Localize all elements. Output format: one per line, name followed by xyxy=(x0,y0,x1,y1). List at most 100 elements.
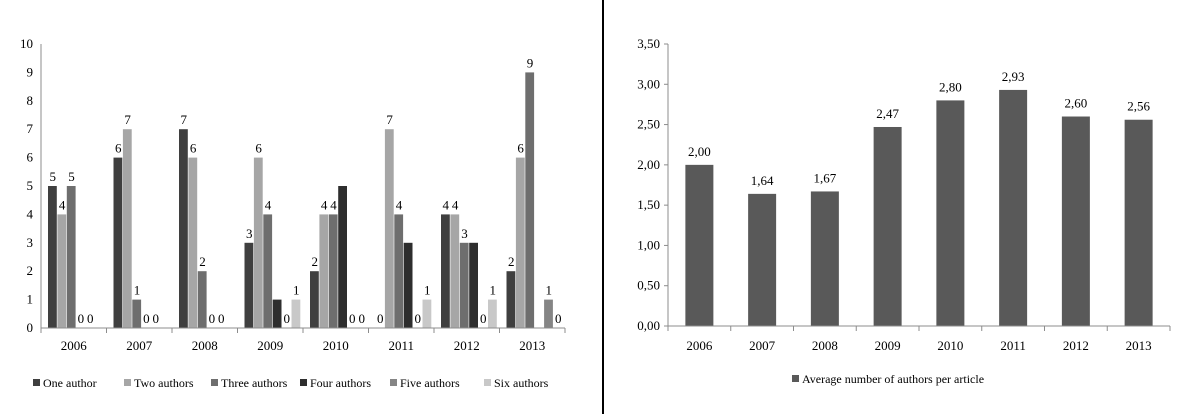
data-label: 2,56 xyxy=(1127,99,1150,114)
data-label: 7 xyxy=(180,112,187,127)
data-label: 0 xyxy=(87,311,94,326)
bar xyxy=(253,157,263,328)
x-tick-label: 2011 xyxy=(1000,338,1026,353)
y-tick-label: 2,50 xyxy=(637,117,660,132)
y-tick-label: 9 xyxy=(27,64,34,79)
bar xyxy=(515,157,525,328)
bar xyxy=(122,129,132,328)
legend-swatch xyxy=(33,379,40,386)
data-label: 2,93 xyxy=(1002,69,1025,84)
data-label: 0 xyxy=(209,311,216,326)
legend-label: Three authors xyxy=(221,376,288,390)
data-label: 4 xyxy=(265,197,272,212)
bar xyxy=(748,193,777,326)
legend-label: Average number of authors per article xyxy=(802,372,984,386)
data-label: 4 xyxy=(442,197,449,212)
data-label: 6 xyxy=(115,141,122,156)
legend-swatch xyxy=(211,379,218,386)
legend-swatch xyxy=(484,379,491,386)
data-label: 2,80 xyxy=(939,79,962,94)
data-label: 1 xyxy=(424,283,431,298)
bar xyxy=(999,89,1028,326)
x-tick-label: 2010 xyxy=(937,338,963,353)
bar xyxy=(459,242,469,328)
bar xyxy=(291,299,301,328)
legend-label: One author xyxy=(43,376,97,390)
x-tick-label: 2013 xyxy=(1126,338,1152,353)
y-tick-label: 0,00 xyxy=(637,318,660,333)
data-label: 0 xyxy=(153,311,160,326)
data-label: 2,60 xyxy=(1065,96,1088,111)
data-label: 7 xyxy=(124,112,131,127)
data-label: 5 xyxy=(68,169,75,184)
x-tick-label: 2010 xyxy=(323,338,349,353)
y-tick-label: 1,00 xyxy=(637,237,660,252)
x-tick-label: 2011 xyxy=(388,338,414,353)
x-tick-label: 2006 xyxy=(61,338,88,353)
bar xyxy=(685,164,714,326)
data-label: 0 xyxy=(143,311,150,326)
bar xyxy=(188,157,198,328)
data-label: 2 xyxy=(311,254,318,269)
data-label: 0 xyxy=(349,311,356,326)
y-tick-label: 2,00 xyxy=(637,157,660,172)
x-tick-label: 2009 xyxy=(875,338,901,353)
x-tick-label: 2007 xyxy=(749,338,776,353)
data-label: 2,00 xyxy=(688,144,711,159)
data-label: 1 xyxy=(293,283,300,298)
y-tick-label: 1 xyxy=(27,292,34,307)
bar xyxy=(450,214,460,328)
data-label: 5 xyxy=(49,169,56,184)
bar xyxy=(403,242,413,328)
x-tick-label: 2012 xyxy=(1063,338,1089,353)
bar xyxy=(179,129,188,328)
data-label: 4 xyxy=(452,197,459,212)
legend-label: Two authors xyxy=(134,376,194,390)
data-label: 4 xyxy=(59,197,66,212)
data-label: 0 xyxy=(218,311,225,326)
average-authors-chart: 0,00 0,50 1,00 1,50 2,00 2,50 3,00 3,50 2,00 2006… xyxy=(637,36,1171,386)
data-label: 6 xyxy=(255,141,262,156)
x-tick-label: 2013 xyxy=(519,338,545,353)
data-label: 0 xyxy=(377,311,384,326)
data-label: 1 xyxy=(489,283,496,298)
data-label: 1 xyxy=(134,283,141,298)
data-label: 0 xyxy=(284,311,291,326)
bar xyxy=(525,72,535,329)
y-tick-label: 2 xyxy=(27,263,34,278)
bar xyxy=(422,299,432,328)
x-tick-label: 2006 xyxy=(686,338,713,353)
data-label: 2 xyxy=(199,254,206,269)
bar xyxy=(488,299,497,328)
y-tick-label: 5 xyxy=(27,178,34,193)
legend-swatch xyxy=(792,375,799,382)
x-tick-label: 2012 xyxy=(454,338,480,353)
data-label: 6 xyxy=(190,141,197,156)
bar xyxy=(48,186,57,328)
bar xyxy=(263,214,273,328)
data-label: 1,64 xyxy=(751,173,774,188)
data-label: 9 xyxy=(527,55,534,70)
y-tick-label: 4 xyxy=(27,206,34,221)
data-label: 2,47 xyxy=(876,106,899,121)
bar xyxy=(1061,116,1090,326)
data-label: 0 xyxy=(480,311,487,326)
bar xyxy=(113,157,123,328)
bar xyxy=(810,191,839,326)
x-tick-label: 2008 xyxy=(192,338,218,353)
y-tick-label: 3 xyxy=(27,235,34,250)
y-tick-label: 3,00 xyxy=(637,76,660,91)
data-label: 6 xyxy=(517,141,524,156)
data-label: 1,67 xyxy=(814,170,837,185)
data-label: 3 xyxy=(246,226,253,241)
bar xyxy=(441,214,450,328)
bar xyxy=(936,100,965,327)
bar xyxy=(328,214,338,328)
y-tick-label: 10 xyxy=(20,36,33,51)
y-tick-label: 0,50 xyxy=(637,278,660,293)
bar xyxy=(1124,119,1153,326)
data-label: 4 xyxy=(321,197,328,212)
bar xyxy=(394,214,404,328)
legend-label: Five authors xyxy=(400,376,460,390)
bar xyxy=(197,271,207,328)
